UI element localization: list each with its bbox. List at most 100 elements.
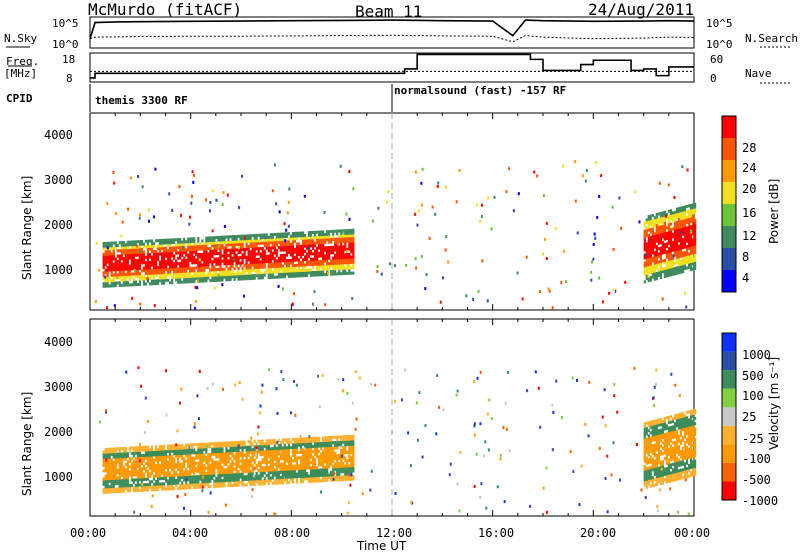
data-pixel	[643, 435, 646, 439]
data-pixel	[102, 477, 105, 481]
data-pixel	[140, 277, 144, 281]
data-pixel	[114, 458, 117, 462]
data-pixel	[671, 454, 675, 458]
data-pixel	[655, 426, 658, 430]
data-pixel	[299, 461, 303, 465]
data-pixel	[185, 253, 188, 257]
data-pixel	[309, 268, 313, 272]
data-pixel	[651, 240, 654, 244]
data-pixel	[679, 471, 683, 475]
data-pixel	[225, 476, 228, 480]
data-pixel	[295, 234, 299, 238]
data-pixel	[195, 483, 198, 487]
data-pixel	[193, 483, 196, 487]
data-pixel	[342, 462, 345, 466]
data-pixel	[269, 468, 272, 472]
data-pixel	[261, 471, 264, 475]
data-pixel	[291, 269, 295, 273]
data-pixel	[221, 465, 224, 469]
data-pixel	[169, 484, 172, 488]
data-pixel	[275, 251, 278, 255]
data-pixel	[301, 263, 305, 267]
data-pixel	[669, 431, 673, 435]
data-pixel	[350, 234, 353, 238]
data-pixel	[193, 456, 196, 460]
data-pixel	[655, 237, 658, 241]
data-pixel	[342, 245, 345, 249]
data-pixel	[651, 420, 654, 424]
data-pixel	[175, 446, 178, 450]
data-pixel	[643, 232, 646, 236]
data-pixel	[348, 255, 351, 259]
data-pixel	[158, 244, 162, 248]
data-pixel	[687, 463, 691, 467]
data-pixel	[311, 273, 315, 277]
data-pixel	[685, 247, 689, 251]
data-pixel	[691, 230, 695, 234]
data-pixel	[647, 241, 650, 245]
data-pixel	[245, 467, 248, 471]
data-pixel	[199, 263, 202, 267]
data-pixel	[687, 228, 691, 232]
data-pixel	[102, 242, 105, 246]
data-pixel	[201, 466, 204, 470]
data-pixel	[655, 231, 658, 235]
data-pixel	[336, 459, 339, 463]
data-pixel	[126, 240, 129, 244]
data-pixel	[233, 449, 236, 453]
data-pixel	[201, 442, 204, 446]
data-pixel	[215, 484, 218, 488]
scatter-pixel	[563, 249, 566, 253]
data-pixel	[257, 447, 260, 451]
data-pixel	[328, 476, 331, 480]
data-pixel	[189, 480, 192, 484]
data-pixel	[191, 266, 194, 270]
power-colorbar-segment	[722, 138, 736, 160]
data-pixel	[322, 439, 325, 443]
data-pixel	[144, 451, 148, 455]
data-pixel	[645, 448, 648, 452]
data-pixel	[667, 273, 671, 277]
data-pixel	[667, 461, 671, 465]
data-pixel	[231, 473, 234, 477]
scatter-pixel	[545, 221, 548, 225]
data-pixel	[645, 445, 648, 449]
data-pixel	[257, 241, 260, 245]
data-pixel	[183, 264, 186, 268]
data-pixel	[261, 233, 264, 237]
data-pixel	[247, 448, 250, 452]
data-pixel	[657, 471, 660, 475]
data-pixel	[122, 468, 125, 472]
data-pixel	[275, 460, 278, 464]
data-pixel	[352, 247, 355, 251]
data-pixel	[134, 459, 137, 463]
scatter-pixel	[493, 195, 496, 199]
data-pixel	[289, 475, 293, 479]
data-pixel	[685, 245, 689, 249]
data-pixel	[685, 426, 689, 430]
data-pixel	[189, 454, 192, 458]
data-pixel	[299, 247, 303, 251]
data-pixel	[350, 258, 353, 262]
data-pixel	[694, 202, 697, 206]
data-pixel	[685, 469, 689, 473]
data-pixel	[259, 463, 262, 467]
data-pixel	[114, 241, 117, 245]
data-pixel	[225, 235, 228, 239]
data-pixel	[120, 463, 123, 467]
data-pixel	[169, 251, 172, 255]
data-pixel	[326, 465, 329, 469]
data-pixel	[271, 471, 274, 475]
data-pixel	[120, 460, 123, 464]
data-pixel	[154, 257, 158, 261]
data-pixel	[253, 236, 256, 240]
data-pixel	[173, 471, 176, 475]
data-pixel	[255, 244, 258, 248]
data-pixel	[162, 458, 166, 462]
data-pixel	[647, 220, 650, 224]
data-pixel	[677, 421, 681, 425]
data-pixel	[675, 459, 679, 463]
data-pixel	[263, 238, 266, 242]
data-pixel	[229, 259, 232, 263]
data-pixel	[126, 470, 129, 474]
